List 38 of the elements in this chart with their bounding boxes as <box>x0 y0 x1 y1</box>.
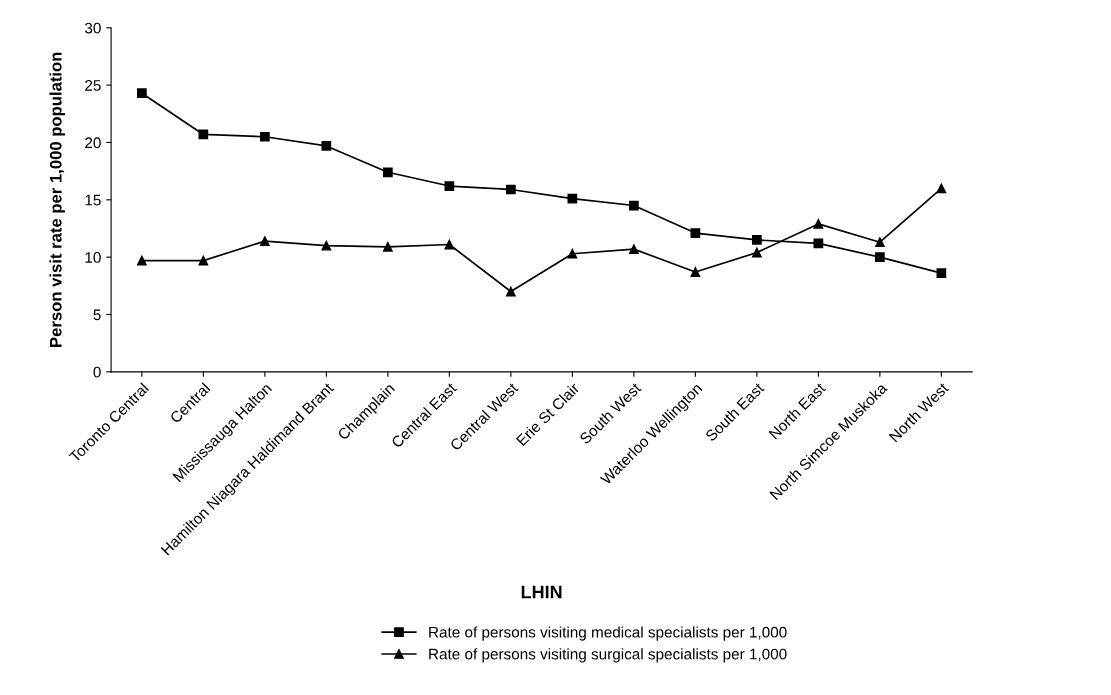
y-tick-label: 20 <box>85 137 101 149</box>
point <box>198 129 209 140</box>
point <box>321 240 332 251</box>
y-axis-title: Person visit rate per 1,000 population <box>49 52 65 347</box>
legend-label: Rate of persons visiting surgical specialists per 1,000 <box>429 648 787 663</box>
y-tick-label: 30 <box>84 22 101 34</box>
point <box>505 184 516 195</box>
point <box>936 268 947 279</box>
point <box>444 181 455 191</box>
y-tick-label: 0 <box>93 366 101 378</box>
x-axis-title: LHIN <box>521 585 562 599</box>
point <box>690 228 701 238</box>
y-tick-label: 15 <box>85 194 101 206</box>
point <box>136 255 147 266</box>
point <box>505 286 516 297</box>
point <box>936 183 947 194</box>
legend-label: Rate of persons visiting medical specialists per 1,000 <box>429 626 787 641</box>
point <box>198 255 209 266</box>
y-tick-label: 5 <box>93 309 101 321</box>
point <box>136 88 147 99</box>
point <box>259 131 270 142</box>
point <box>875 237 885 248</box>
point <box>629 200 639 211</box>
point <box>690 267 701 277</box>
y-tick-label: 10 <box>85 252 101 263</box>
point <box>382 167 393 178</box>
point <box>382 241 393 252</box>
point <box>752 247 762 258</box>
y-tick-label: 25 <box>85 80 101 91</box>
point <box>629 244 639 254</box>
point <box>752 235 762 245</box>
point <box>875 252 885 263</box>
point <box>567 193 578 204</box>
point <box>444 239 455 250</box>
point <box>813 219 824 229</box>
point <box>321 141 332 151</box>
point <box>567 248 578 259</box>
point <box>259 236 270 246</box>
